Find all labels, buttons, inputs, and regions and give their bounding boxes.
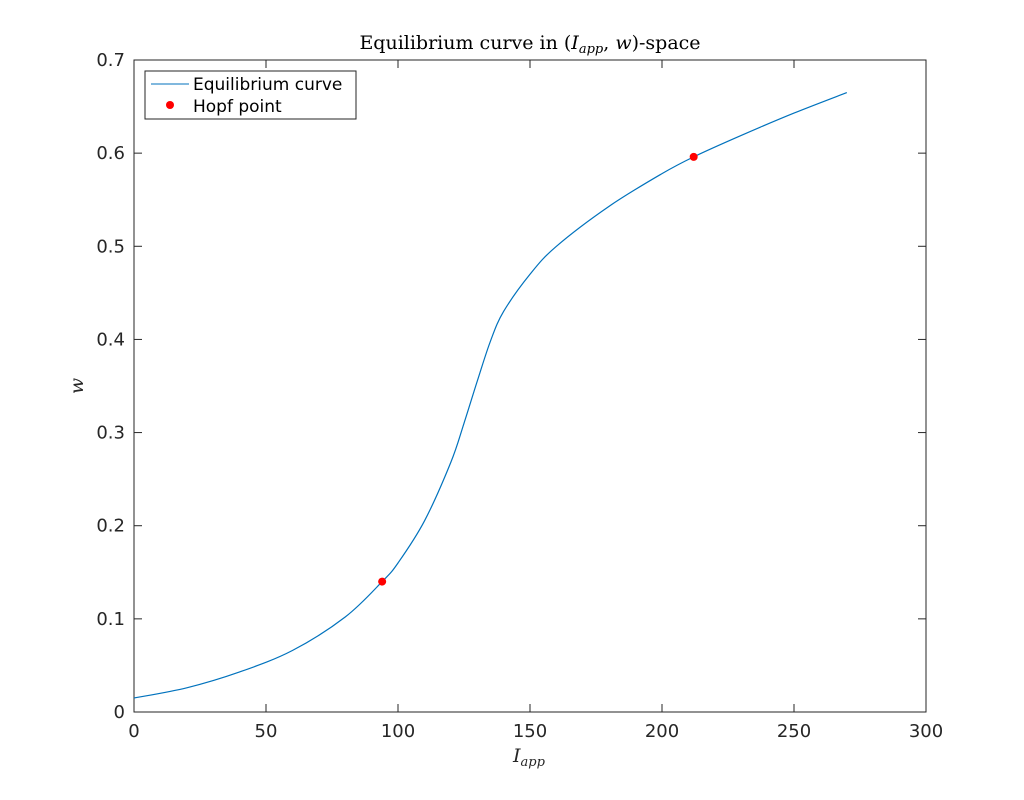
hopf-point-marker xyxy=(378,577,387,586)
x-tick-label: 0 xyxy=(128,721,139,742)
x-tick-labels: 0 50 100 150 200 250 300 xyxy=(128,721,943,742)
y-tick-label: 0.6 xyxy=(96,143,125,164)
y-tick-label: 0.3 xyxy=(96,423,125,444)
x-tick-label: 300 xyxy=(909,721,943,742)
y-tick-label: 0.5 xyxy=(96,236,125,257)
series-group xyxy=(133,92,848,699)
hopf-point-marker xyxy=(689,152,698,161)
x-tick-label: 50 xyxy=(255,721,278,742)
legend-label-equilibrium: Equilibrium curve xyxy=(193,75,342,95)
legend-marker-swatch xyxy=(166,101,174,109)
x-tick-label: 200 xyxy=(645,721,679,742)
x-tick-label: 100 xyxy=(381,721,415,742)
axis-ticks xyxy=(133,59,927,713)
legend-label-hopf: Hopf point xyxy=(193,97,282,117)
x-axis-label: Iapp xyxy=(512,745,546,770)
y-axis-label: w xyxy=(66,378,88,394)
y-tick-label: 0.2 xyxy=(96,516,125,537)
legend: Equilibrium curve Hopf point xyxy=(144,70,357,120)
plot-area xyxy=(133,59,927,713)
x-tick-label: 150 xyxy=(513,721,547,742)
y-tick-label: 0.4 xyxy=(96,329,125,350)
y-tick-label: 0.1 xyxy=(96,609,125,630)
chart-title: Equilibrium curve in (Iapp, w)-space xyxy=(359,32,700,57)
legend-box xyxy=(144,70,357,120)
y-tick-label: 0 xyxy=(114,702,125,723)
y-tick-labels: 0 0.1 0.2 0.3 0.4 0.5 0.6 0.7 xyxy=(96,50,125,723)
equilibrium-curve-line xyxy=(133,92,848,699)
y-tick-label: 0.7 xyxy=(96,50,125,71)
x-tick-label: 250 xyxy=(777,721,811,742)
